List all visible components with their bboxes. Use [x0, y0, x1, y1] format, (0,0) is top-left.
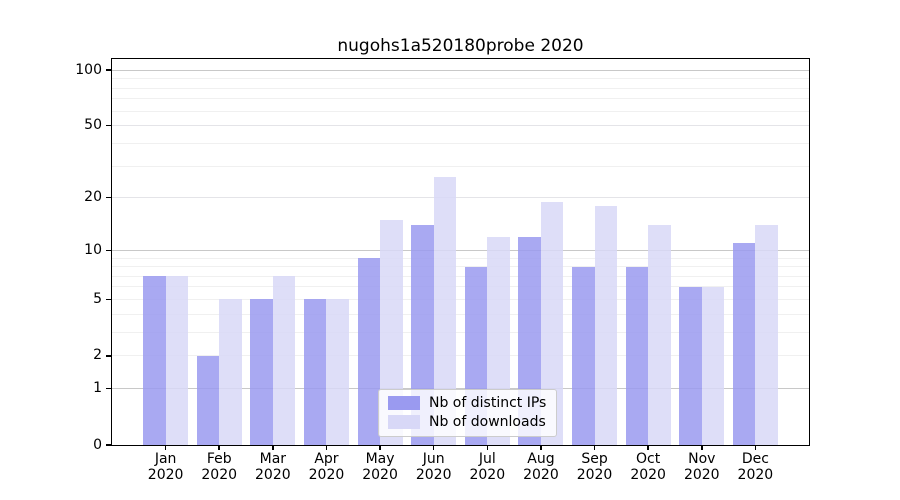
- legend: Nb of distinct IPs Nb of downloads: [378, 389, 558, 437]
- y-tick-5: [106, 298, 112, 301]
- bar-ips-feb: [196, 355, 220, 445]
- gridline-minor-30: [112, 165, 809, 167]
- y-tick-label-5: 5: [93, 290, 102, 307]
- y-tick-0: [106, 444, 112, 446]
- gridline-minor-40: [112, 142, 809, 144]
- y-tick-label-1: 1: [93, 380, 102, 397]
- x-tick-3: [325, 446, 328, 450]
- gridline-major-100: [112, 69, 809, 71]
- y-tick-label-2: 2: [93, 347, 102, 364]
- y-tick-10: [106, 249, 112, 251]
- y-tick-1: [106, 387, 112, 390]
- y-tick-label-0: 0: [93, 436, 102, 453]
- legend-swatch-distinct-ips: [388, 396, 420, 410]
- x-tick-10: [701, 446, 703, 450]
- x-tick-label-feb: Feb 2020: [201, 451, 238, 483]
- bar-downloads-feb: [219, 299, 242, 445]
- gridline-minor-2: [112, 355, 809, 357]
- y-tick-label-50: 50: [84, 117, 102, 134]
- gridline-minor-60: [112, 110, 809, 112]
- gridline-minor-9: [112, 257, 809, 259]
- x-tick-5: [432, 446, 435, 450]
- x-tick-label-aug: Aug 2020: [523, 451, 559, 483]
- y-tick-100: [106, 69, 112, 71]
- x-tick-label-nov: Nov 2020: [683, 451, 720, 483]
- gridline-minor-5: [112, 298, 809, 300]
- x-tick-2: [272, 446, 274, 450]
- bar-downloads-jun: [433, 177, 457, 445]
- chart-title: nugohs1a520180probe 2020: [337, 36, 584, 56]
- x-tick-label-jul: Jul 2020: [469, 451, 506, 483]
- gridline-minor-7: [112, 275, 809, 277]
- bar-ips-dec: [732, 243, 756, 445]
- gridline-minor-70: [112, 98, 809, 100]
- x-tick-label-mar: Mar 2020: [255, 451, 291, 483]
- x-tick-11: [754, 446, 757, 450]
- y-tick-label-10: 10: [84, 241, 102, 258]
- legend-item-downloads: Nb of downloads: [388, 414, 546, 430]
- legend-label-downloads: Nb of downloads: [429, 414, 546, 430]
- gridline-minor-3: [112, 331, 809, 333]
- bar-downloads-may: [380, 219, 403, 445]
- gridline-major-1: [112, 388, 809, 390]
- x-tick-label-may: May 2020: [362, 451, 398, 483]
- bar-ips-jan: [143, 276, 166, 445]
- x-tick-7: [540, 446, 542, 450]
- y-tick-label-100: 100: [75, 61, 102, 78]
- bar-downloads-sep: [594, 205, 618, 445]
- x-tick-6: [486, 446, 489, 450]
- gridline-minor-90: [112, 78, 809, 80]
- legend-swatch-downloads: [388, 415, 420, 429]
- y-tick-label-20: 20: [84, 189, 102, 206]
- gridline-minor-6: [112, 286, 809, 288]
- y-tick-2: [106, 355, 112, 357]
- x-tick-1: [218, 446, 220, 450]
- legend-label-distinct-ips: Nb of distinct IPs: [429, 395, 547, 411]
- bar-downloads-nov: [701, 286, 725, 445]
- x-tick-0: [164, 446, 167, 450]
- x-tick-label-dec: Dec 2020: [737, 451, 774, 483]
- gridline-submajor-20: [112, 197, 809, 199]
- bar-downloads-jan: [165, 276, 189, 445]
- y-tick-20: [106, 196, 112, 199]
- legend-item-distinct-ips: Nb of distinct IPs: [388, 395, 546, 411]
- x-tick-label-jun: Jun 2020: [415, 451, 452, 483]
- bar-ips-oct: [625, 266, 649, 445]
- x-tick-label-oct: Oct 2020: [630, 451, 666, 483]
- y-tick-50: [106, 124, 112, 127]
- bar-downloads-mar: [272, 276, 296, 445]
- x-tick-9: [647, 446, 649, 450]
- x-tick-label-apr: Apr 2020: [308, 451, 345, 483]
- bar-downloads-aug: [540, 201, 564, 445]
- bar-ips-nov: [679, 286, 702, 445]
- gridline-submajor-50: [112, 125, 809, 127]
- x-tick-label-jan: Jan 2020: [147, 451, 184, 483]
- x-tick-4: [379, 446, 381, 450]
- gridline-major-10: [112, 249, 809, 251]
- x-tick-label-sep: Sep 2020: [576, 451, 613, 483]
- bar-downloads-oct: [648, 225, 671, 445]
- gridline-minor-8: [112, 266, 809, 268]
- bar-ips-may: [357, 258, 381, 445]
- bar-downloads-dec: [755, 225, 778, 445]
- x-tick-8: [593, 446, 596, 450]
- bar-ips-sep: [572, 266, 595, 445]
- gridline-minor-4: [112, 313, 809, 315]
- bar-downloads-apr: [326, 299, 349, 445]
- bar-ips-mar: [250, 299, 273, 445]
- bar-ips-apr: [303, 299, 327, 445]
- gridline-minor-80: [112, 87, 809, 89]
